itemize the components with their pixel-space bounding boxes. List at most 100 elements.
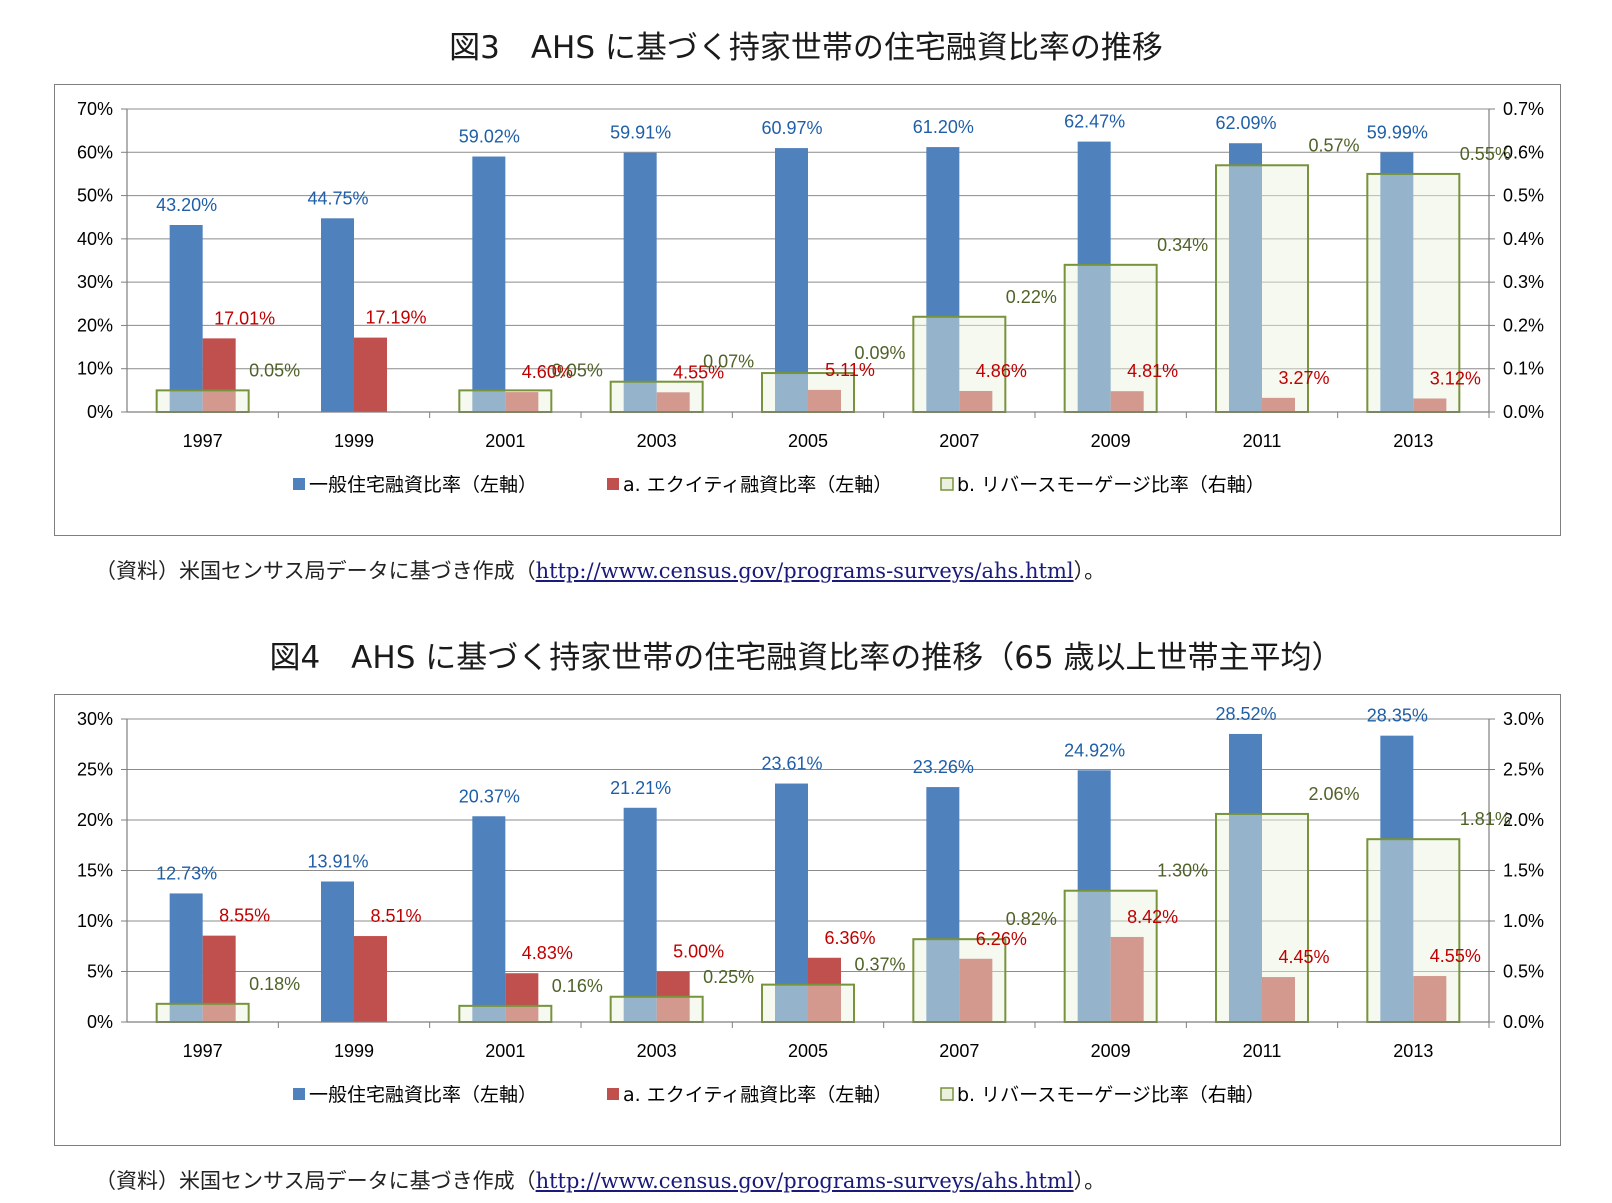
data-label-reverse: 0.05% bbox=[249, 360, 300, 380]
source-link[interactable]: http://www.census.gov/programs-surveys/a… bbox=[535, 1169, 1074, 1193]
figure-4-chart: 0% 0.0% 5% 0.5% 10% 1.0% 15% 1.5% 20% 2.0% 25% 2.5%… bbox=[54, 694, 1561, 1146]
source-prefix: （資料）米国センサス局データに基づき作成（ bbox=[95, 1169, 536, 1193]
x-tick-label: 2005 bbox=[788, 1041, 828, 1061]
data-label-general: 44.75% bbox=[307, 188, 368, 208]
data-label-reverse: 0.07% bbox=[703, 352, 754, 372]
y-tick-label-left: 10% bbox=[77, 911, 113, 931]
bar-equity bbox=[656, 392, 690, 412]
y-tick-label-right: 0.7% bbox=[1503, 99, 1544, 119]
legend-label: b. リバースモーゲージ比率（右軸） bbox=[957, 1084, 1265, 1106]
data-label-equity: 6.36% bbox=[824, 928, 875, 948]
y-tick-label-right: 0.5% bbox=[1503, 186, 1544, 206]
x-tick-label: 2009 bbox=[1091, 1041, 1131, 1061]
data-label-reverse: 1.81% bbox=[1460, 809, 1511, 829]
data-label-general: 21.21% bbox=[610, 778, 671, 798]
data-label-general: 59.91% bbox=[610, 123, 671, 143]
legend-item: 一般住宅融資比率（左軸） bbox=[293, 474, 537, 496]
y-tick-label-right: 2.5% bbox=[1503, 760, 1544, 780]
data-label-general: 43.20% bbox=[156, 195, 217, 215]
data-label-reverse: 0.09% bbox=[854, 343, 905, 363]
bar-general bbox=[169, 225, 203, 412]
x-tick-label: 2003 bbox=[637, 431, 677, 451]
data-label-reverse: 0.18% bbox=[249, 974, 300, 994]
legend-label: b. リバースモーゲージ比率（右軸） bbox=[957, 474, 1265, 496]
bar-reverse bbox=[761, 372, 855, 413]
y-tick-label-left: 20% bbox=[77, 315, 113, 335]
legend-swatch bbox=[940, 1087, 954, 1101]
bar-equity bbox=[505, 392, 539, 412]
y-tick-label-right: 2.0% bbox=[1503, 810, 1544, 830]
x-tick-label: 1997 bbox=[183, 431, 223, 451]
bar-general bbox=[623, 807, 657, 1022]
bar-reverse bbox=[155, 389, 250, 414]
bar-general bbox=[1077, 141, 1111, 412]
data-label-general: 62.47% bbox=[1064, 112, 1125, 132]
bar-equity bbox=[808, 389, 841, 412]
y-tick-label-right: 0.4% bbox=[1503, 229, 1544, 249]
bar-reverse bbox=[458, 1004, 553, 1023]
bar-general bbox=[1380, 152, 1414, 412]
bar-equity bbox=[1262, 977, 1295, 1022]
data-label-equity: 8.55% bbox=[219, 906, 270, 926]
legend-swatch bbox=[293, 478, 305, 490]
data-label-general: 23.26% bbox=[913, 757, 974, 777]
bar-general bbox=[775, 783, 808, 1022]
data-label-equity: 4.55% bbox=[1430, 946, 1481, 966]
legend-label: a. エクイティ融資比率（左軸） bbox=[623, 1084, 892, 1106]
bar-general bbox=[321, 218, 354, 412]
data-label-general: 12.73% bbox=[156, 863, 217, 883]
data-label-equity: 17.19% bbox=[365, 308, 426, 328]
y-tick-label-right: 0.3% bbox=[1503, 272, 1544, 292]
x-tick-label: 2013 bbox=[1393, 431, 1433, 451]
y-tick-label-left: 25% bbox=[77, 760, 113, 780]
bar-equity bbox=[202, 935, 236, 1022]
x-tick-label: 1999 bbox=[334, 1041, 374, 1061]
bar-equity bbox=[354, 337, 387, 412]
bar-general bbox=[775, 148, 808, 412]
source-suffix: ）。 bbox=[1073, 559, 1106, 583]
legend-swatch bbox=[607, 1088, 619, 1100]
bar-general bbox=[1380, 735, 1414, 1022]
data-label-general: 59.99% bbox=[1367, 122, 1428, 142]
figure-3-chart: 0% 0.0% 10% 0.1% 20% 0.2% 30% 0.3% 40% 0.4% 50% 0.5… bbox=[54, 84, 1561, 536]
y-tick-label-left: 40% bbox=[77, 229, 113, 249]
bar-equity bbox=[808, 957, 841, 1022]
figure-4-title: 図4 AHS に基づく持家世帯の住宅融資比率の推移（65 歳以上世帯主平均） bbox=[269, 640, 1343, 676]
bar-general bbox=[472, 156, 506, 412]
bar-general bbox=[321, 881, 354, 1022]
figure-4-source: （資料）米国センサス局データに基づき作成（http://www.census.g… bbox=[95, 1165, 1105, 1195]
y-tick-label-left: 15% bbox=[77, 861, 113, 881]
y-tick-label-left: 60% bbox=[77, 142, 113, 162]
y-tick-label-right: 1.0% bbox=[1503, 911, 1544, 931]
data-label-equity: 4.86% bbox=[976, 361, 1027, 381]
bar-reverse bbox=[155, 1002, 250, 1024]
y-tick-label-right: 3.0% bbox=[1503, 709, 1544, 729]
data-label-equity: 8.51% bbox=[370, 906, 421, 926]
data-label-general: 59.02% bbox=[459, 127, 520, 147]
legend-label: 一般住宅融資比率（左軸） bbox=[309, 1084, 537, 1106]
data-label-general: 28.35% bbox=[1367, 706, 1428, 726]
data-label-equity: 6.26% bbox=[976, 929, 1027, 949]
data-label-reverse: 0.25% bbox=[703, 967, 754, 987]
bar-equity bbox=[1262, 397, 1295, 412]
data-label-general: 62.09% bbox=[1215, 113, 1276, 133]
figure-3-title: 図3 AHS に基づく持家世帯の住宅融資比率の推移 bbox=[449, 30, 1163, 66]
figure-3-source: （資料）米国センサス局データに基づき作成（http://www.census.g… bbox=[95, 555, 1105, 585]
bar-reverse bbox=[1366, 172, 1461, 413]
data-label-reverse: 0.34% bbox=[1157, 235, 1208, 255]
figure-3-svg: 0% 0.0% 10% 0.1% 20% 0.2% 30% 0.3% 40% 0.4% 50% 0.5… bbox=[77, 99, 1544, 496]
x-tick-label: 2009 bbox=[1091, 431, 1131, 451]
data-label-general: 60.97% bbox=[761, 118, 822, 138]
bar-reverse bbox=[609, 995, 704, 1023]
data-label-equity: 4.60% bbox=[522, 362, 573, 382]
bar-reverse bbox=[1215, 164, 1309, 414]
data-label-reverse: 1.30% bbox=[1157, 861, 1208, 881]
y-tick-label-left: 30% bbox=[77, 709, 113, 729]
y-tick-label-left: 30% bbox=[77, 272, 113, 292]
legend-item: b. リバースモーゲージ比率（右軸） bbox=[940, 1084, 1265, 1106]
bar-equity bbox=[1413, 976, 1447, 1022]
x-tick-label: 2007 bbox=[939, 1041, 979, 1061]
source-link[interactable]: http://www.census.gov/programs-surveys/a… bbox=[535, 559, 1074, 583]
data-label-general: 24.92% bbox=[1064, 740, 1125, 760]
bar-general bbox=[623, 152, 657, 412]
